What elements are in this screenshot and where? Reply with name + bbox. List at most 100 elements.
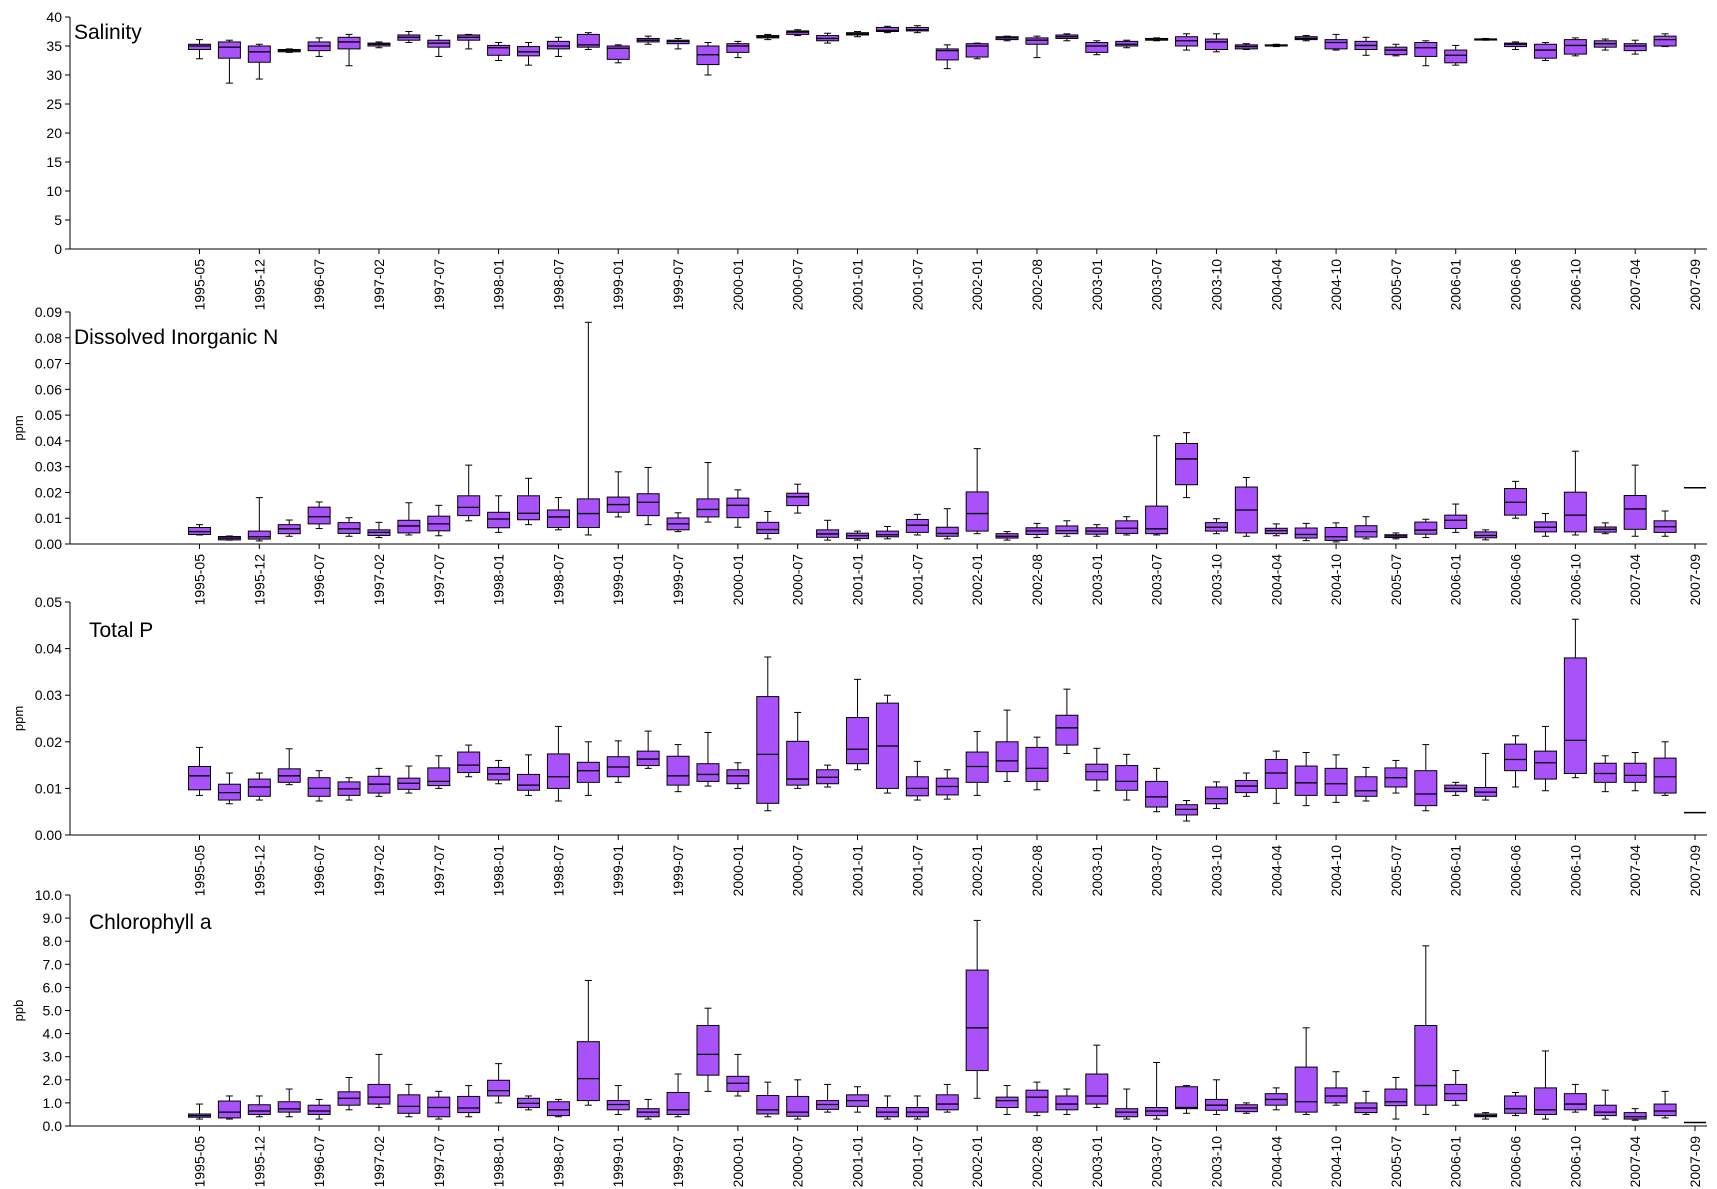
box-33 xyxy=(1175,432,1199,499)
x-tick-label: 2003-10 xyxy=(1208,845,1224,897)
box-46 xyxy=(1563,37,1587,57)
box-35 xyxy=(1234,1102,1258,1114)
box-body xyxy=(1324,767,1348,796)
box-body xyxy=(1204,786,1228,805)
box-body xyxy=(1623,495,1647,530)
y-tick-label: 8.0 xyxy=(43,933,63,949)
box-body xyxy=(1055,525,1079,535)
x-tick-label: 2003-07 xyxy=(1149,845,1165,897)
box-44 xyxy=(1504,480,1528,519)
box-body xyxy=(965,969,989,1072)
box-9 xyxy=(457,464,481,522)
box-body xyxy=(786,740,810,786)
box-27 xyxy=(995,1085,1019,1115)
box-body xyxy=(1623,1112,1647,1120)
x-tick-label: 2002-08 xyxy=(1029,845,1045,897)
box-body xyxy=(1085,1073,1109,1105)
box-3 xyxy=(277,48,301,53)
y-axis-title: ppm xyxy=(11,706,26,731)
box-body xyxy=(576,33,600,48)
x-tick-label: 2006-01 xyxy=(1448,845,1464,897)
x-tick-label: 2004-04 xyxy=(1268,259,1284,311)
x-tick-label: 2002-01 xyxy=(969,1136,985,1188)
box-8 xyxy=(427,755,451,789)
box-body xyxy=(457,495,481,517)
box-body xyxy=(1025,746,1049,782)
x-tick-label: 2001-01 xyxy=(850,554,866,606)
box-40 xyxy=(1384,1076,1408,1120)
box-6 xyxy=(367,41,391,49)
x-tick-label: 2004-10 xyxy=(1328,845,1344,897)
box-body xyxy=(1294,765,1318,796)
box-4 xyxy=(307,501,331,530)
box-40 xyxy=(1384,532,1408,540)
x-tick-label: 1997-07 xyxy=(431,1136,447,1188)
box-body xyxy=(427,767,451,787)
x-tick-label: 2006-10 xyxy=(1567,259,1583,311)
box-body xyxy=(965,43,989,58)
box-0 xyxy=(188,746,211,796)
box-15 xyxy=(636,730,660,769)
box-39 xyxy=(1354,36,1378,56)
box-38 xyxy=(1324,1071,1348,1106)
x-tick-label: 2005-07 xyxy=(1388,554,1404,606)
box-20 xyxy=(786,29,810,37)
box-20 xyxy=(786,711,810,789)
box-14 xyxy=(606,1085,630,1115)
x-tick-label: 2000-01 xyxy=(730,554,746,606)
box-body xyxy=(1444,49,1468,64)
box-34 xyxy=(1204,1079,1228,1115)
x-tick-label: 1997-02 xyxy=(371,554,387,606)
box-body xyxy=(995,741,1019,773)
box-23 xyxy=(875,694,899,794)
x-tick-label: 2003-07 xyxy=(1149,554,1165,606)
y-tick-label: 0 xyxy=(54,241,62,257)
box-26 xyxy=(965,42,989,60)
box-6 xyxy=(367,767,391,797)
box-body xyxy=(726,769,750,785)
box-body xyxy=(1294,1066,1318,1113)
box-21 xyxy=(816,1083,840,1113)
x-tick-label: 1996-07 xyxy=(311,1136,327,1188)
box-31 xyxy=(1115,1088,1139,1120)
box-body xyxy=(337,522,361,534)
box-7 xyxy=(397,765,421,794)
x-tick-label: 2003-01 xyxy=(1089,1136,1105,1188)
y-tick-label: 0.02 xyxy=(35,484,62,500)
y-tick-label: 0.03 xyxy=(35,687,62,703)
box-18 xyxy=(726,489,750,528)
box-body xyxy=(217,1100,241,1119)
y-axis-title: ppb xyxy=(11,1000,26,1022)
box-16 xyxy=(666,1073,690,1118)
box-5 xyxy=(337,517,361,537)
x-tick-label: 2007-04 xyxy=(1627,259,1643,311)
box-body xyxy=(1354,776,1378,797)
y-tick-label: 9.0 xyxy=(43,910,63,926)
box-body xyxy=(1653,1103,1677,1117)
box-body xyxy=(1563,491,1587,533)
box-42 xyxy=(1444,44,1468,66)
box-39 xyxy=(1354,516,1378,540)
box-13 xyxy=(576,741,600,796)
box-11 xyxy=(517,477,541,526)
box-5 xyxy=(337,777,361,801)
box-45 xyxy=(1533,42,1557,61)
box-15 xyxy=(636,35,660,45)
box-body xyxy=(1025,37,1049,45)
x-tick-label: 2004-04 xyxy=(1268,1136,1284,1188)
x-tick-label: 2001-01 xyxy=(850,1136,866,1188)
box-39 xyxy=(1354,766,1378,802)
x-tick-label: 1995-05 xyxy=(192,845,208,897)
box-body xyxy=(756,521,780,534)
box-body xyxy=(935,48,959,61)
box-27 xyxy=(995,531,1019,541)
x-tick-label: 2007-09 xyxy=(1687,554,1703,606)
x-tick-label: 2007-04 xyxy=(1627,1136,1643,1188)
box-49 xyxy=(1653,741,1677,796)
box-34 xyxy=(1204,518,1228,535)
box-42 xyxy=(1444,781,1468,796)
box-12 xyxy=(546,36,570,57)
box-37 xyxy=(1294,35,1318,42)
box-46 xyxy=(1563,1083,1587,1113)
box-body xyxy=(517,495,541,521)
